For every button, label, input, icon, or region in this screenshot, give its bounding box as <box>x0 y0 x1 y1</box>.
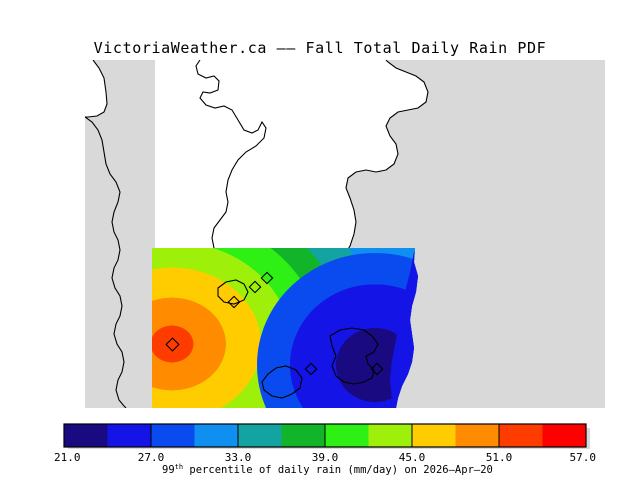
colorbar-segments <box>64 424 586 447</box>
colorbar-segment <box>368 424 412 447</box>
colorbar-segment <box>238 424 282 447</box>
caption-superscript: th <box>175 463 183 471</box>
colorbar-tick-label: 33.0 <box>225 451 252 464</box>
station-markers <box>165 271 384 376</box>
coastline-overlay-field <box>217 279 379 399</box>
station-marker <box>260 271 274 285</box>
page-title: VictoriaWeather.ca –– Fall Total Daily R… <box>94 39 547 57</box>
colorbar-tick-separators <box>150 424 500 447</box>
colorbar-tick-label: 21.0 <box>54 451 81 464</box>
coastline-west-lower <box>85 116 127 408</box>
colorbar-tick-labels: 21.0 27.0 33.0 39.0 45.0 51.0 57.0 <box>54 451 596 464</box>
station-marker <box>248 280 262 294</box>
station-marker <box>165 337 180 352</box>
colorbar-frame <box>63 423 587 448</box>
svg-text:99th percentile of daily rain: 99th percentile of daily rain (mm/day) o… <box>162 463 493 476</box>
colorbar-segment <box>107 424 151 447</box>
colorbar[interactable]: 21.0 27.0 33.0 39.0 45.0 51.0 57.0 <box>54 423 596 464</box>
colorbar-segment <box>325 424 369 447</box>
colorbar-tick-label: 45.0 <box>399 451 426 464</box>
colorbar-segment <box>194 424 238 447</box>
caption-prefix: 99 <box>162 464 175 476</box>
colorbar-tick-label: 57.0 <box>570 451 597 464</box>
colorbar-tick-label: 27.0 <box>138 451 165 464</box>
colorbar-tick-label: 51.0 <box>486 451 513 464</box>
caption-suffix: percentile of daily rain (mm/day) on 202… <box>183 464 493 476</box>
water-channel-west <box>85 60 107 117</box>
colorbar-segment <box>151 424 195 447</box>
colorbar-segment <box>281 424 325 447</box>
map-panel <box>85 60 605 408</box>
station-marker <box>370 362 384 376</box>
colorbar-segment <box>412 424 456 447</box>
colorbar-segment <box>455 424 499 447</box>
colorbar-tick-label: 39.0 <box>312 451 339 464</box>
station-marker <box>227 295 241 309</box>
colorbar-segment <box>542 424 586 447</box>
colorbar-segment <box>499 424 543 447</box>
station-marker <box>304 362 318 376</box>
coastline-west <box>85 60 108 118</box>
colorbar-segment <box>64 424 108 447</box>
colorbar-caption: 99th percentile of daily rain (mm/day) o… <box>162 463 493 476</box>
